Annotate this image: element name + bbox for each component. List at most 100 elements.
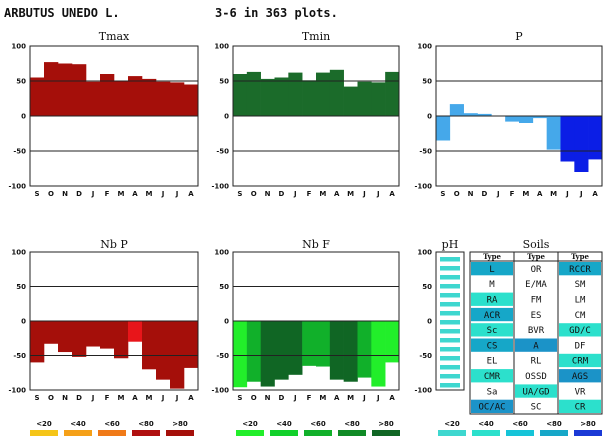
chart-title-tmin: Tmin xyxy=(301,30,331,43)
panel-3-month-label: J xyxy=(579,190,583,198)
soils-cell: SC xyxy=(531,403,542,413)
panel-5-bar xyxy=(302,321,317,366)
green-legend-label: <80 xyxy=(344,420,360,428)
panel-4-bar xyxy=(170,321,185,389)
blue-legend-label: <60 xyxy=(512,420,528,428)
panel-3-month-label: A xyxy=(537,190,543,198)
soils-cell: OR xyxy=(531,265,542,275)
panel-3-month-label: N xyxy=(468,190,474,198)
panel-3-bar xyxy=(519,116,534,123)
soils-cell-highlight xyxy=(471,369,513,383)
panel-5-bar xyxy=(343,321,358,382)
soils-cell: M xyxy=(489,280,495,290)
panel-2-month-label: O xyxy=(251,190,257,198)
panel-2-bar xyxy=(385,71,400,116)
soils-cell-highlight xyxy=(559,369,601,383)
panel-2-bar xyxy=(357,81,372,116)
chart-title-tmax: Tmax xyxy=(98,30,130,43)
panel-4-bar xyxy=(72,321,87,357)
panel-3-bar xyxy=(477,113,492,116)
panel-2-y-tick: -50 xyxy=(216,148,229,156)
panel-2-month-label: J xyxy=(362,190,366,198)
panel-5-bar xyxy=(246,321,261,382)
panel-3-month-label: J xyxy=(565,190,569,198)
panel-3-y-tick: 100 xyxy=(417,43,432,51)
soils-cell: CR xyxy=(575,403,586,413)
panel-1-month-label: N xyxy=(62,190,68,198)
soils-cell: CM xyxy=(575,311,586,321)
blue-legend-label: <20 xyxy=(444,420,460,428)
red-legend-label: <80 xyxy=(138,420,154,428)
panel-4-y-tick: 50 xyxy=(16,283,26,291)
blue-legend-swatch xyxy=(438,430,466,436)
red-legend-swatch xyxy=(30,430,58,436)
panel-1-bar xyxy=(114,81,129,116)
panel-2-bar xyxy=(288,72,303,116)
panel-2-month-label: M xyxy=(347,190,354,198)
ph-y-tick: 0 xyxy=(427,318,432,326)
panel-4-bar xyxy=(114,321,129,359)
panel-5-month-label: J xyxy=(293,394,297,402)
panel-2-month-label: F xyxy=(307,190,312,198)
panel-3-y-tick: -50 xyxy=(419,148,432,156)
panel-5-month-label: F xyxy=(307,394,312,402)
blue-legend-swatch xyxy=(574,430,602,436)
ph-band xyxy=(440,383,460,388)
panel-1-month-label: D xyxy=(76,190,82,198)
panel-5-month-label: N xyxy=(265,394,271,402)
panel-1-bar xyxy=(184,84,199,116)
panel-3-bar xyxy=(463,113,478,116)
blue-legend-label: >80 xyxy=(580,420,596,428)
soils-cell: E/MA xyxy=(525,280,547,290)
soils-cell: OSSD xyxy=(525,372,547,382)
panel-1-month-label: M xyxy=(146,190,153,198)
red-legend-label: >80 xyxy=(172,420,188,428)
panel-2-bar xyxy=(329,69,344,116)
panel-4-bar xyxy=(100,321,115,349)
panel-3-bar xyxy=(532,116,547,119)
soils-cell: RA xyxy=(487,295,498,305)
panel-1-y-tick: -100 xyxy=(8,183,26,191)
panel-4-bar xyxy=(44,321,59,344)
panel-2-bar xyxy=(246,71,261,116)
panel-3-bar xyxy=(546,116,561,150)
panel-5-bar xyxy=(274,321,289,380)
soils-cell-highlight xyxy=(515,338,557,352)
panel-4-border xyxy=(29,251,199,391)
soils-title: Soils xyxy=(522,238,550,251)
panel-3-y-tick: 0 xyxy=(427,113,432,121)
blue-legend-swatch xyxy=(506,430,534,436)
panel-4-y-tick: -100 xyxy=(8,387,26,395)
ph-band xyxy=(440,356,460,361)
panel-5-bar xyxy=(385,321,400,363)
soils-cell-highlight xyxy=(471,323,513,337)
panel-5-bar xyxy=(371,321,386,387)
green-legend-label: <20 xyxy=(242,420,258,428)
panel-4-bar xyxy=(128,321,143,342)
panel-5-month-label: J xyxy=(362,394,366,402)
soils-header-cell: Type xyxy=(571,252,589,261)
blue-legend-label: <40 xyxy=(478,420,494,428)
panel-5-bar xyxy=(260,321,275,387)
ph-y-tick: 100 xyxy=(417,249,432,257)
green-legend-swatch xyxy=(270,430,298,436)
ph-band xyxy=(440,311,460,316)
panel-1-month-label: F xyxy=(105,190,110,198)
panel-1-bar xyxy=(142,78,157,116)
plot-count: 3-6 in 363 plots. xyxy=(215,6,338,20)
ph-y-tick: 50 xyxy=(422,283,432,291)
panel-3-month-label: S xyxy=(440,190,445,198)
panel-5-month-label: M xyxy=(319,394,326,402)
soils-cell: CRM xyxy=(572,357,589,367)
panel-5-y-tick: 50 xyxy=(219,283,229,291)
soils-cell: SM xyxy=(575,280,586,290)
panel-3-month-label: A xyxy=(592,190,598,198)
panel-5-bar xyxy=(316,321,331,367)
panel-1-bar xyxy=(58,63,73,116)
green-legend-swatch xyxy=(372,430,400,436)
panel-2-bar xyxy=(343,86,358,116)
ph-band xyxy=(440,302,460,307)
panel-5-y-tick: 0 xyxy=(224,318,229,326)
soils-cell: EL xyxy=(487,357,498,367)
panel-4-month-label: M xyxy=(146,394,153,402)
